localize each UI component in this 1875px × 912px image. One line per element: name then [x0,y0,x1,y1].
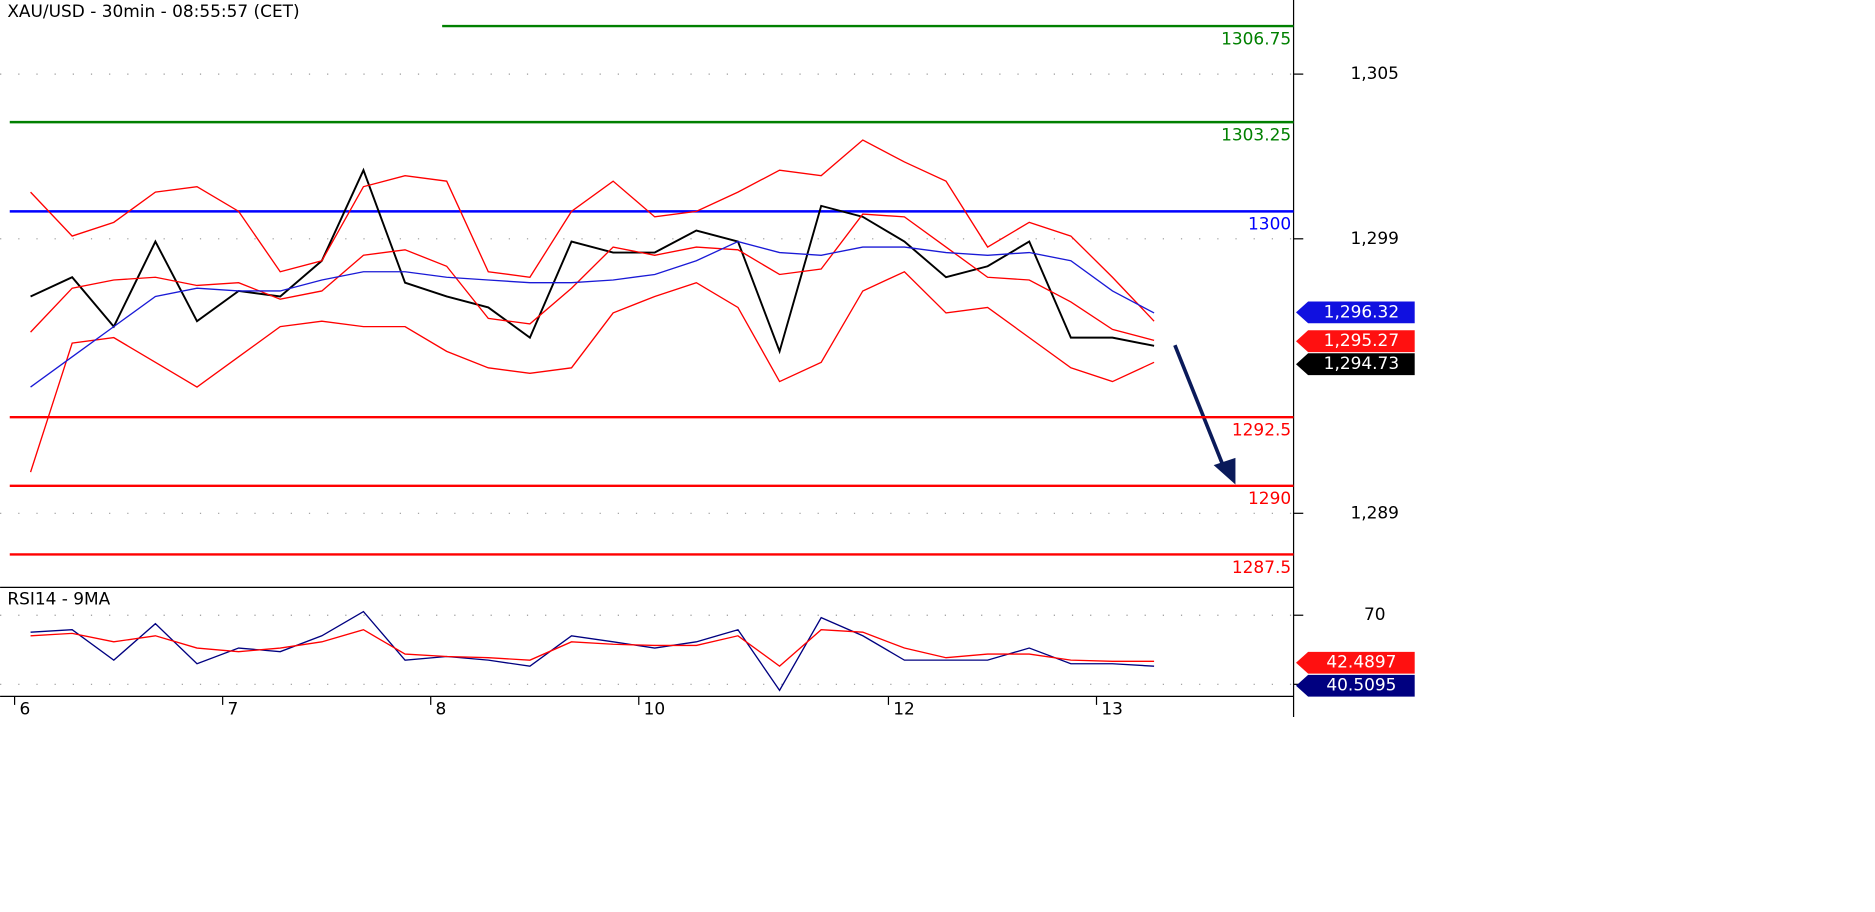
value-tag [1296,353,1415,376]
x-tick-label: 8 [436,699,447,719]
value-tag [1296,651,1415,674]
value-tag-label: 1,294.73 [1324,353,1399,373]
series-line [30,139,1155,322]
series-line [29,270,1155,473]
y-tick-label: 70 [1364,604,1386,624]
series-line [30,610,1155,692]
level-label: 1303.25 [1221,124,1291,144]
series-line [30,167,1155,355]
x-tick-label: 13 [1101,699,1123,719]
value-tag-label: 1,296.32 [1324,301,1399,321]
x-tick-label: 6 [19,699,30,719]
value-tag-label: 42.4897 [1326,652,1396,672]
forecast-arrowhead [1213,457,1236,485]
value-tag [1296,301,1415,324]
x-tick-label: 7 [228,699,239,719]
y-tick-label: 1,299 [1350,228,1399,248]
y-tick-label: 1,289 [1350,502,1399,522]
chart-title: XAU/USD - 30min - 08:55:57 (CET) [7,1,299,21]
y-tick-label: 1,305 [1350,63,1399,83]
value-tag [1296,674,1415,697]
level-label: 1300 [1248,214,1291,234]
series-line [30,240,1155,388]
series-line [30,629,1155,668]
level-label: 1287.5 [1232,557,1291,577]
level-label: 1306.75 [1221,28,1291,48]
value-tag-label: 40.5095 [1326,675,1396,695]
rsi-title: RSI14 - 9MA [7,589,110,609]
value-tag-label: 1,295.27 [1324,330,1399,350]
forecast-arrow [1173,344,1228,474]
level-label: 1292.5 [1232,420,1291,440]
level-label: 1290 [1248,488,1291,508]
x-tick-label: 12 [893,699,915,719]
x-tick-label: 10 [644,699,666,719]
series-line [30,213,1155,342]
value-tag [1296,330,1415,353]
